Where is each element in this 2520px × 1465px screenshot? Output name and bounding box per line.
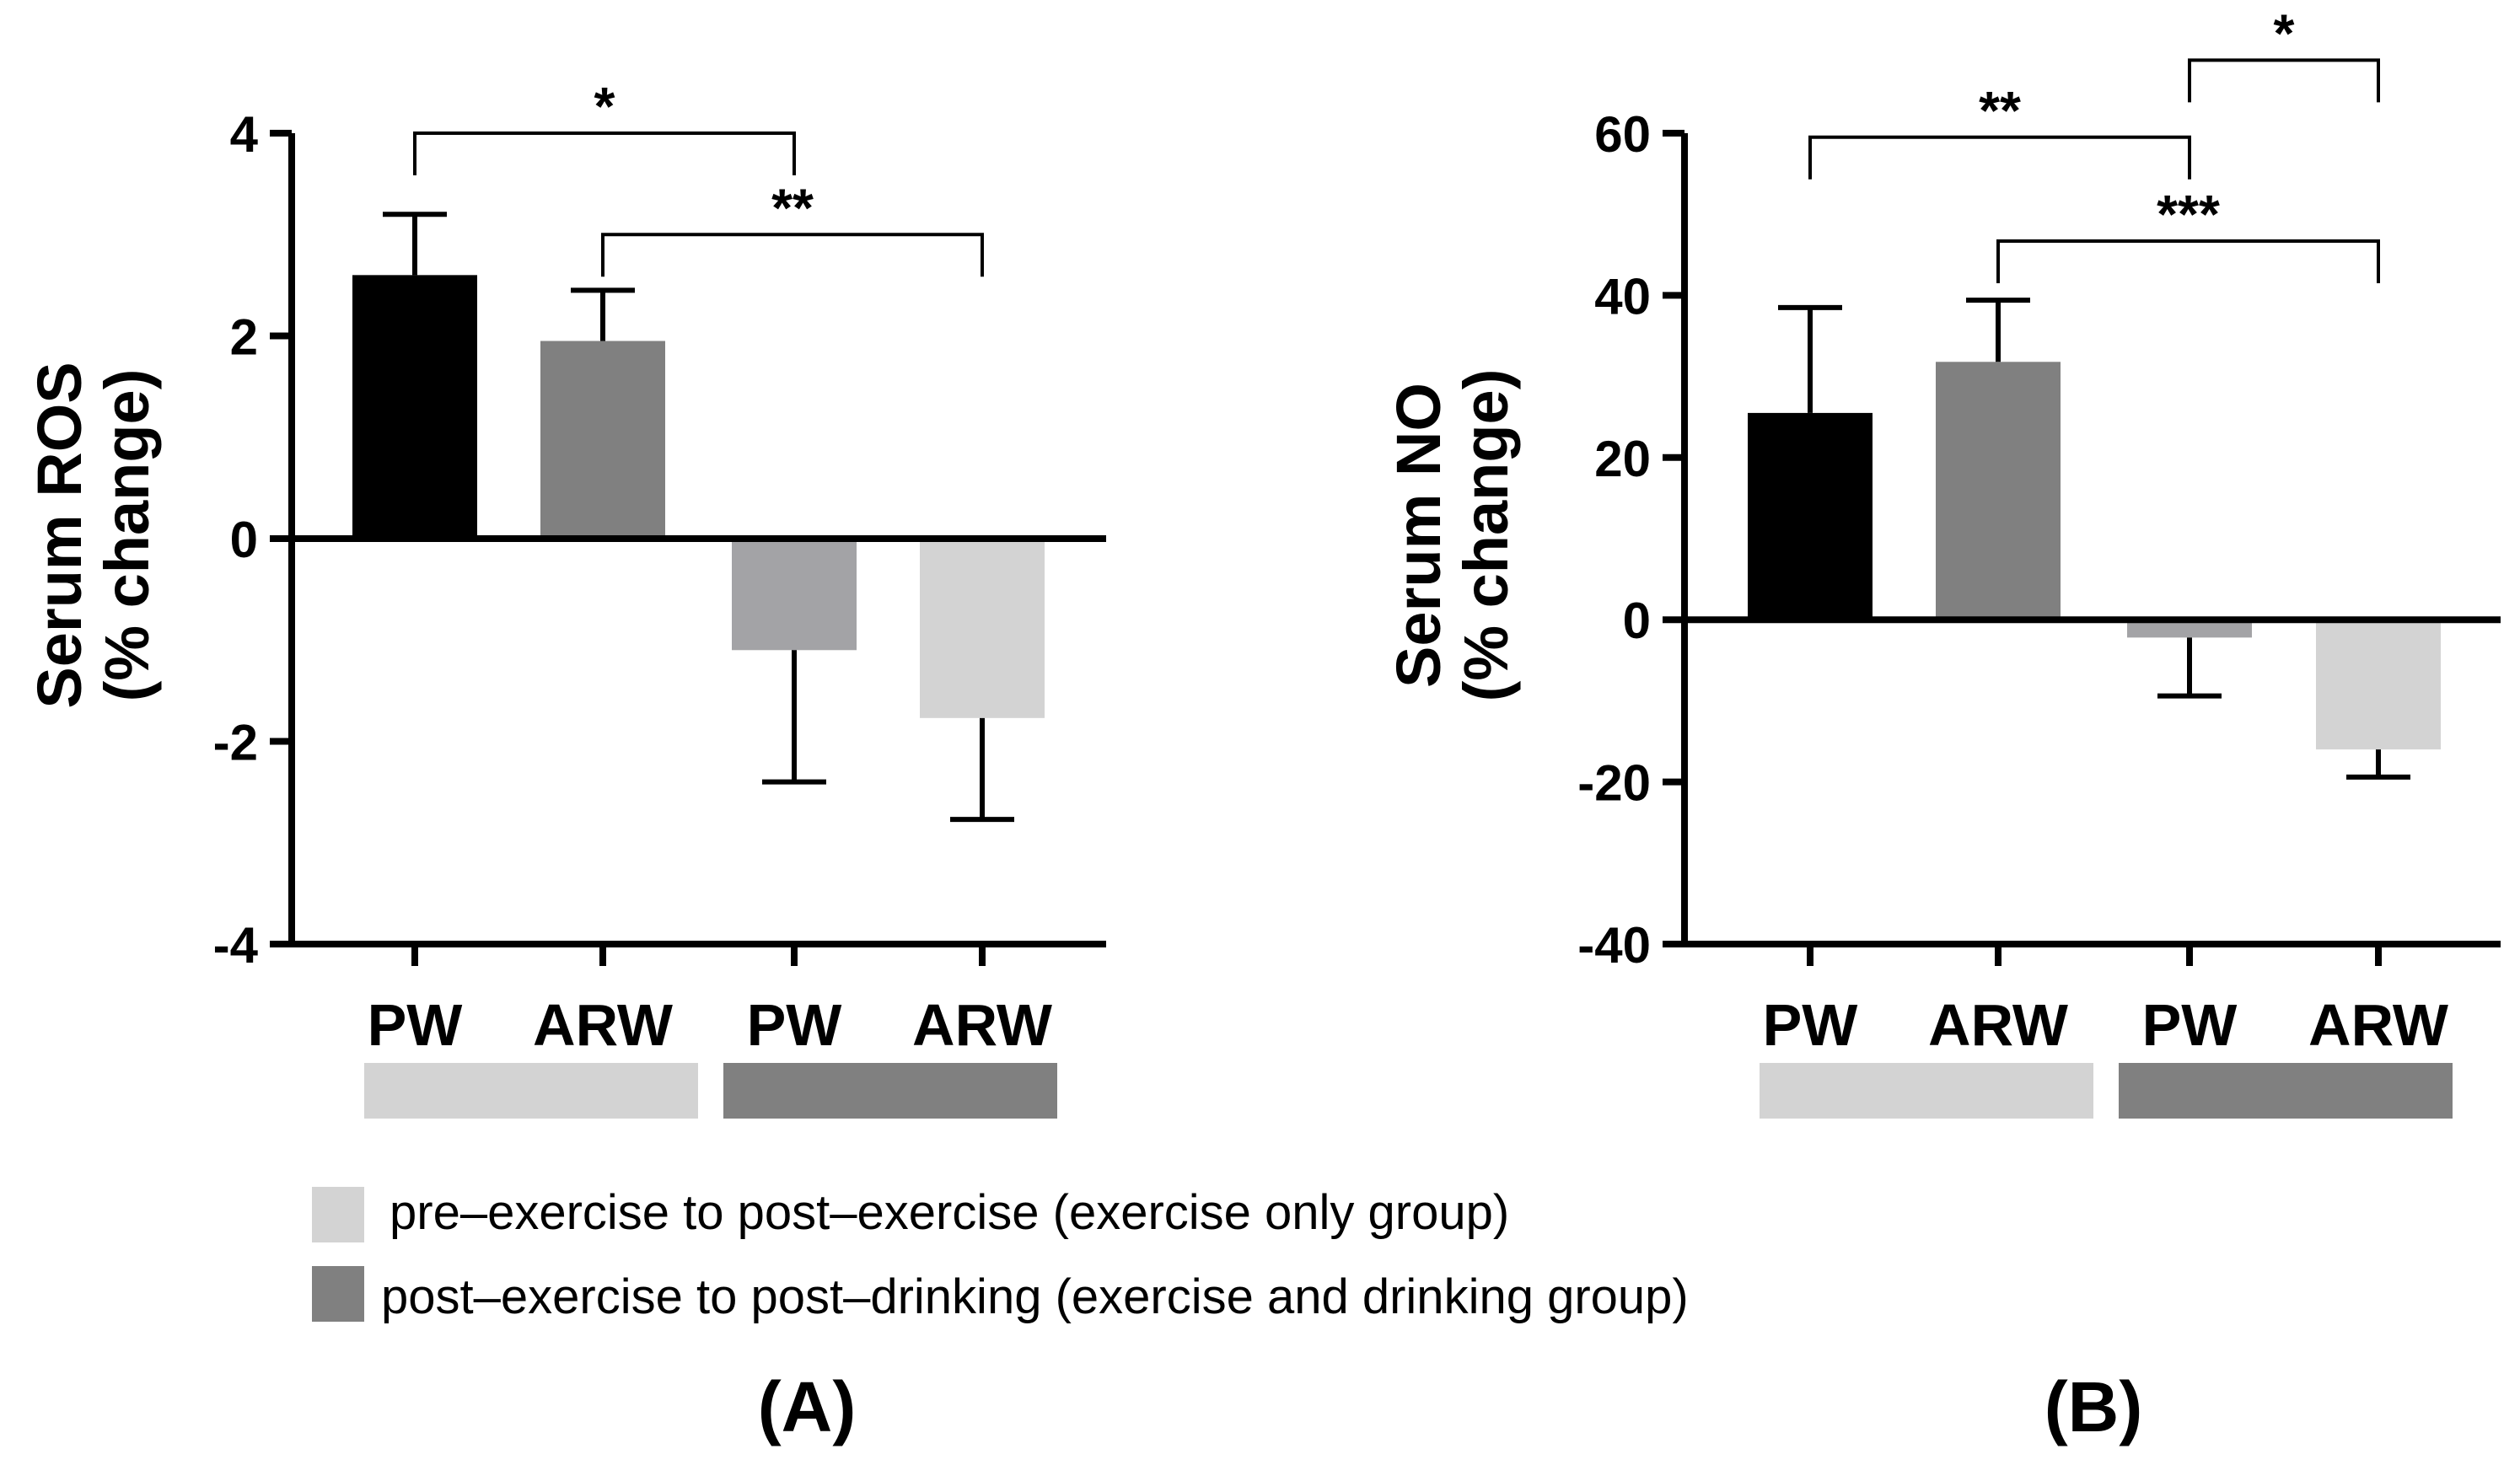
y-ticks: -40 -20 0 20 40 60	[1577, 106, 1684, 974]
y-axis-title: Serum ROS (% change)	[24, 362, 162, 708]
error-bars	[1778, 298, 2410, 780]
bar-pw-post	[2127, 620, 2252, 638]
panel-label-b: (B)	[2044, 1367, 2143, 1446]
y-tick-label: 20	[1594, 431, 1651, 487]
y-tick-label: -20	[1577, 755, 1651, 812]
significance-bracket	[1808, 135, 2191, 180]
y-tick-label: 4	[230, 106, 259, 163]
legend-swatch-post	[312, 1266, 364, 1322]
y-tick-label: 0	[230, 512, 258, 568]
x-tick-label: ARW	[533, 992, 673, 1058]
significance-bracket	[1996, 239, 2380, 283]
y-axis-title-line1: Serum ROS	[24, 362, 94, 708]
y-tick-label: 60	[1594, 106, 1651, 163]
bar-arw-pre	[540, 341, 665, 539]
x-tick-label: PW	[1763, 992, 1858, 1058]
significance-label: **	[1979, 80, 2021, 141]
significance-brackets: ******	[1808, 3, 2380, 283]
y-tick-label: 40	[1594, 268, 1651, 325]
panel-label-a: (A)	[758, 1367, 857, 1446]
bar-pw-pre	[352, 275, 477, 539]
significance-brackets: ***	[413, 76, 984, 277]
group-bar-post	[2119, 1063, 2453, 1119]
group-indicator-bars	[364, 1063, 1057, 1119]
significance-bracket	[601, 233, 984, 277]
y-axis-title: Serum NO (% change)	[1384, 369, 1521, 702]
legend-label-pre: pre–exercise to post–exercise (exercise …	[390, 1185, 1509, 1240]
legend: pre–exercise to post–exercise (exercise …	[312, 1185, 1689, 1324]
axes	[1681, 133, 2501, 966]
error-bars	[383, 212, 1014, 823]
bars	[1748, 362, 2441, 750]
y-axis-title-line2: (% change)	[92, 369, 162, 702]
significance-label: ***	[2157, 184, 2220, 244]
bar-arw-pre	[1936, 362, 2061, 620]
y-axis-title-line1: Serum NO	[1384, 383, 1453, 688]
bar-arw-post	[2316, 620, 2441, 750]
group-bar-pre	[1760, 1063, 2093, 1119]
bar-pw-pre	[1748, 412, 1873, 620]
x-tick-label: ARW	[1928, 992, 2068, 1058]
legend-label-post: post–exercise to post–drinking (exercise…	[381, 1269, 1689, 1324]
significance-label: *	[2274, 3, 2295, 63]
significance-bracket	[413, 131, 796, 175]
y-tick-label: -40	[1577, 917, 1651, 974]
bar-pw-post	[732, 539, 857, 651]
y-tick-label: -4	[213, 917, 259, 974]
group-indicator-bars	[1760, 1063, 2453, 1119]
y-tick-label: 0	[1623, 593, 1651, 649]
legend-swatch-pre	[312, 1187, 364, 1242]
bars	[352, 275, 1045, 718]
x-tick-label: ARW	[2308, 992, 2448, 1058]
x-tick-label: ARW	[912, 992, 1052, 1058]
x-tick-label: PW	[368, 992, 463, 1058]
y-tick-label: -2	[213, 715, 258, 771]
y-tick-label: 2	[230, 309, 258, 366]
x-tick-labels: PW ARW PW ARW	[368, 992, 1052, 1058]
axes	[288, 133, 1106, 966]
y-axis-title-line2: (% change)	[1451, 369, 1521, 702]
x-tick-labels: PW ARW PW ARW	[1763, 992, 2448, 1058]
significance-label: **	[771, 177, 814, 238]
bar-arw-post	[920, 539, 1045, 718]
group-bar-pre	[364, 1063, 698, 1119]
significance-bracket	[2188, 58, 2380, 103]
x-tick-label: PW	[747, 992, 842, 1058]
x-tick-label: PW	[2142, 992, 2238, 1058]
group-bar-post	[723, 1063, 1057, 1119]
y-ticks: -4 -2 0 2 4	[213, 106, 292, 974]
significance-label: *	[594, 76, 615, 137]
